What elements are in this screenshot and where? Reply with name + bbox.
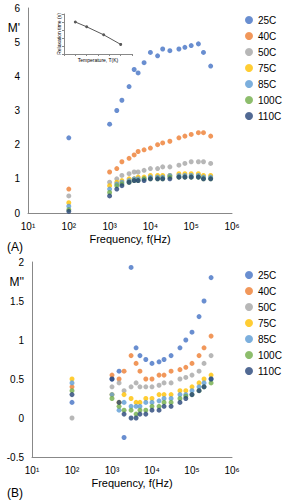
- svg-text:10⁵: 10⁵: [184, 465, 199, 476]
- svg-text:6: 6: [14, 3, 20, 14]
- svg-text:3: 3: [14, 105, 20, 116]
- svg-text:Frequency, f(Hz): Frequency, f(Hz): [91, 477, 172, 489]
- svg-text:Relaxation time (s): Relaxation time (s): [56, 13, 62, 55]
- svg-text:(B): (B): [7, 486, 23, 500]
- svg-text:75C: 75C: [258, 63, 276, 74]
- svg-text:85C: 85C: [258, 334, 276, 345]
- svg-text:100C: 100C: [258, 350, 282, 361]
- svg-text:10⁴: 10⁴: [143, 221, 158, 232]
- svg-text:40C: 40C: [258, 286, 276, 297]
- svg-text:25C: 25C: [258, 270, 276, 281]
- svg-text:0: 0: [14, 208, 20, 219]
- svg-text:2: 2: [14, 139, 20, 150]
- svg-text:M': M': [8, 21, 20, 35]
- svg-text:40C: 40C: [258, 31, 276, 42]
- svg-text:(A): (A): [7, 240, 23, 254]
- svg-text:Temperature, T(K): Temperature, T(K): [78, 57, 119, 63]
- svg-text:10²: 10²: [65, 465, 80, 476]
- svg-text:10¹: 10¹: [25, 465, 40, 476]
- svg-text:5: 5: [14, 37, 20, 48]
- svg-text:85C: 85C: [258, 79, 276, 90]
- svg-text:1.5: 1.5: [10, 296, 24, 307]
- svg-text:2: 2: [18, 257, 24, 268]
- svg-text:75C: 75C: [258, 318, 276, 329]
- svg-text:-0.5: -0.5: [7, 452, 25, 463]
- svg-text:10⁴: 10⁴: [144, 465, 159, 476]
- svg-text:50C: 50C: [258, 302, 276, 313]
- svg-text:1: 1: [14, 173, 20, 184]
- svg-text:10²: 10²: [62, 221, 77, 232]
- svg-text:4: 4: [14, 71, 20, 82]
- svg-text:0.5: 0.5: [10, 374, 24, 385]
- svg-text:110C: 110C: [258, 366, 281, 377]
- svg-text:10³: 10³: [102, 221, 117, 232]
- svg-text:M'': M'': [9, 275, 24, 289]
- svg-text:10³: 10³: [105, 465, 120, 476]
- svg-text:Frequency, f(Hz): Frequency, f(Hz): [89, 233, 170, 245]
- svg-text:10¹: 10¹: [21, 221, 36, 232]
- svg-text:0: 0: [18, 413, 24, 424]
- svg-text:1: 1: [18, 335, 24, 346]
- svg-text:10⁵: 10⁵: [184, 221, 199, 232]
- svg-text:25C: 25C: [258, 15, 276, 26]
- svg-text:100C: 100C: [258, 95, 282, 106]
- svg-text:110C: 110C: [258, 111, 281, 122]
- svg-text:10⁶: 10⁶: [224, 465, 239, 476]
- svg-text:50C: 50C: [258, 47, 276, 58]
- svg-text:10⁶: 10⁶: [224, 221, 239, 232]
